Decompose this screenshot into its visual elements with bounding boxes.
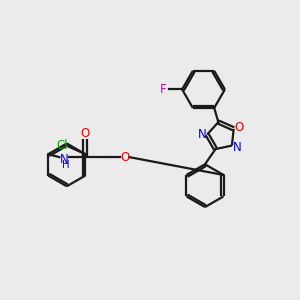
Text: H: H xyxy=(62,160,70,170)
Text: O: O xyxy=(234,121,244,134)
Text: N: N xyxy=(197,128,206,141)
Text: Cl: Cl xyxy=(57,139,68,152)
Text: N: N xyxy=(60,153,69,166)
Text: F: F xyxy=(160,83,166,96)
Text: O: O xyxy=(120,151,129,164)
Text: N: N xyxy=(233,142,242,154)
Text: O: O xyxy=(80,127,89,140)
